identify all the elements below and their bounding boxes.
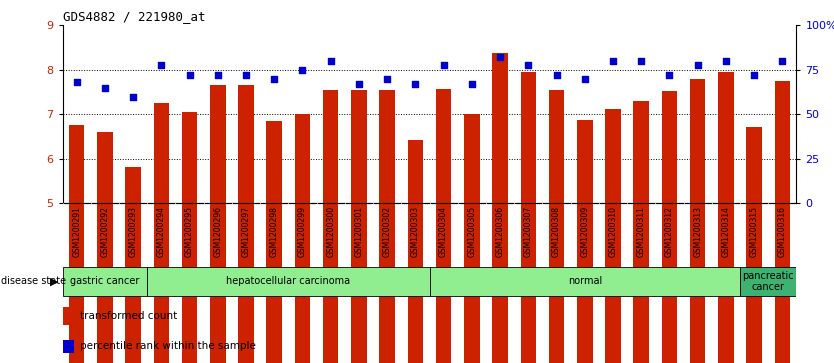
Bar <box>690 79 706 363</box>
Bar <box>69 126 84 363</box>
Point <box>183 72 196 78</box>
Bar <box>549 90 565 363</box>
Bar <box>210 85 225 363</box>
Text: GSM1200296: GSM1200296 <box>214 206 223 257</box>
FancyBboxPatch shape <box>740 266 796 296</box>
Point <box>494 54 507 60</box>
Text: GSM1200301: GSM1200301 <box>354 206 364 257</box>
Bar <box>577 120 592 363</box>
Bar <box>63 340 73 353</box>
Bar <box>605 109 620 363</box>
Text: pancreatic
cancer: pancreatic cancer <box>742 270 794 292</box>
Point <box>521 62 535 68</box>
Text: GSM1200303: GSM1200303 <box>411 206 420 257</box>
Text: GSM1200316: GSM1200316 <box>778 206 786 257</box>
Bar <box>351 90 367 363</box>
Bar <box>464 114 480 363</box>
Bar <box>634 101 649 363</box>
Point <box>719 58 732 64</box>
Text: GSM1200300: GSM1200300 <box>326 206 335 257</box>
Text: GDS4882 / 221980_at: GDS4882 / 221980_at <box>63 10 205 23</box>
Bar <box>408 140 423 363</box>
Point <box>776 58 789 64</box>
Text: GSM1200309: GSM1200309 <box>580 206 590 257</box>
Point <box>154 62 168 68</box>
Bar <box>182 112 198 363</box>
Text: GSM1200304: GSM1200304 <box>440 206 448 257</box>
Point <box>465 81 479 87</box>
Text: hepatocellular carcinoma: hepatocellular carcinoma <box>226 276 350 286</box>
Text: GSM1200308: GSM1200308 <box>552 206 561 257</box>
Text: GSM1200305: GSM1200305 <box>467 206 476 257</box>
Text: GSM1200313: GSM1200313 <box>693 206 702 257</box>
Text: GSM1200297: GSM1200297 <box>242 206 250 257</box>
Text: disease state: disease state <box>1 276 66 286</box>
Point <box>409 81 422 87</box>
Bar <box>775 81 790 363</box>
Bar <box>746 127 762 363</box>
Point <box>296 67 309 73</box>
Bar <box>63 307 76 325</box>
Bar <box>379 90 395 363</box>
Point <box>578 76 591 82</box>
Point <box>127 94 140 99</box>
Point <box>239 72 253 78</box>
Text: percentile rank within the sample: percentile rank within the sample <box>80 342 256 351</box>
Point <box>635 58 648 64</box>
Point <box>606 58 620 64</box>
Text: GSM1200294: GSM1200294 <box>157 206 166 257</box>
Text: GSM1200293: GSM1200293 <box>128 206 138 257</box>
Text: transformed count: transformed count <box>80 311 178 321</box>
Bar <box>323 90 339 363</box>
Text: GSM1200292: GSM1200292 <box>100 206 109 257</box>
Text: GSM1200310: GSM1200310 <box>609 206 617 257</box>
Point <box>98 85 112 90</box>
Point <box>380 76 394 82</box>
Point <box>352 81 365 87</box>
Bar <box>125 167 141 363</box>
Point <box>324 58 338 64</box>
Bar <box>436 89 451 363</box>
Point <box>747 72 761 78</box>
Point <box>70 79 83 85</box>
Bar <box>267 121 282 363</box>
Text: GSM1200298: GSM1200298 <box>269 206 279 257</box>
Bar <box>718 72 734 363</box>
Text: normal: normal <box>568 276 602 286</box>
Text: GSM1200291: GSM1200291 <box>73 206 81 257</box>
Text: GSM1200302: GSM1200302 <box>383 206 392 257</box>
Bar <box>97 132 113 363</box>
Text: GSM1200307: GSM1200307 <box>524 206 533 257</box>
Text: GSM1200315: GSM1200315 <box>750 206 759 257</box>
Bar <box>661 91 677 363</box>
Text: GSM1200311: GSM1200311 <box>636 206 646 257</box>
FancyBboxPatch shape <box>430 266 740 296</box>
Text: GSM1200295: GSM1200295 <box>185 206 194 257</box>
Text: ▶: ▶ <box>50 276 58 286</box>
Point <box>663 72 676 78</box>
Bar <box>153 103 169 363</box>
Point <box>437 62 450 68</box>
Text: GSM1200312: GSM1200312 <box>665 206 674 257</box>
Bar <box>239 85 254 363</box>
Text: GSM1200299: GSM1200299 <box>298 206 307 257</box>
Bar <box>294 114 310 363</box>
Text: GSM1200306: GSM1200306 <box>495 206 505 257</box>
Bar <box>520 72 536 363</box>
Text: gastric cancer: gastric cancer <box>70 276 139 286</box>
Point <box>268 76 281 82</box>
Point <box>550 72 563 78</box>
Text: GSM1200314: GSM1200314 <box>721 206 731 257</box>
FancyBboxPatch shape <box>148 266 430 296</box>
Point <box>211 72 224 78</box>
FancyBboxPatch shape <box>63 266 148 296</box>
Point <box>691 62 705 68</box>
Bar <box>492 53 508 363</box>
